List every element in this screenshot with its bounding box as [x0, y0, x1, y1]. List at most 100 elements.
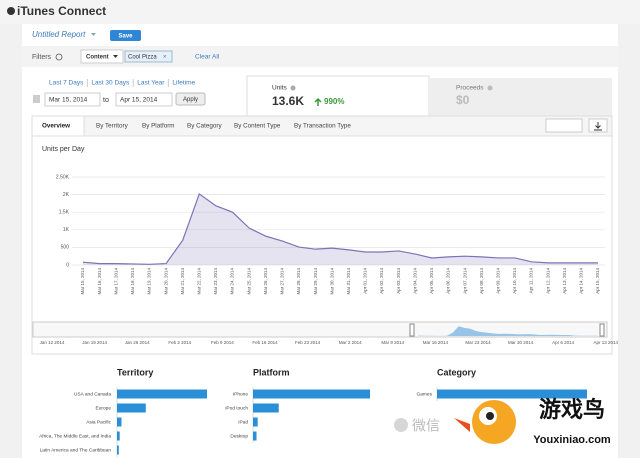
brand-beak [454, 418, 470, 432]
units-area [83, 193, 598, 265]
clear-all[interactable]: Clear All [195, 54, 220, 61]
breakdown-bar [117, 431, 120, 441]
info-icon [487, 85, 493, 91]
preset-link[interactable]: Lifetime [172, 80, 195, 87]
breakdown-label: Asia Pacific [86, 419, 111, 425]
x-tick-label: Mar 31, 2014 [346, 268, 351, 295]
breakdown-label: Games [417, 391, 433, 397]
units-change: 990% [324, 97, 344, 106]
apple-logo [7, 7, 15, 15]
x-tick-label: Apr 12, 2014 [545, 268, 550, 294]
x-tick-label: Mar 17, 2014 [113, 268, 118, 295]
breakdown-label: iPod touch [225, 405, 248, 411]
breakdown-title: Category [437, 367, 476, 377]
timeline-label: Jan 12 2014 [40, 340, 65, 345]
brand-pupil [486, 412, 494, 420]
breakdown-label: USA and Canada [74, 391, 111, 397]
apply-button[interactable] [175, 92, 206, 106]
x-tick-label: Mar 25, 2014 [246, 268, 251, 295]
download-icon [594, 122, 602, 131]
breakdown-label: iPad [238, 419, 248, 425]
timeline-handle[interactable] [599, 323, 605, 337]
breakdown-title: Platform [253, 367, 290, 377]
top-bar [0, 0, 640, 24]
timeline-label: Mar 30 2014 [508, 340, 534, 345]
units-value: 13.6K [272, 94, 304, 108]
x-tick-label: Mar 28, 2014 [296, 268, 301, 295]
start-date[interactable] [44, 92, 101, 107]
x-tick-label: Mar 18, 2014 [130, 268, 135, 295]
start-date-text: Mar 15, 2014 [49, 97, 88, 104]
timeline-label: Mar 23 2014 [465, 340, 491, 345]
preset-link[interactable]: Last Year [137, 80, 165, 87]
x-tick-label: Mar 23, 2014 [213, 268, 218, 295]
field-caret [113, 55, 118, 58]
y-tick-label: 1K [63, 227, 70, 233]
chart-type-toggle[interactable] [545, 118, 583, 133]
breakdown-bar [253, 431, 257, 441]
x-tick-label: Apr 02, 2014 [379, 268, 384, 294]
tab[interactable]: By Territory [96, 123, 129, 130]
calendar-icon[interactable] [33, 95, 40, 103]
timeline-label: Apr 13 2014 [594, 340, 619, 345]
tab[interactable]: By Category [187, 123, 222, 130]
tab[interactable]: By Content Type [234, 123, 281, 130]
x-tick-label: Mar 30, 2014 [329, 268, 334, 295]
breakdown-label: Desktop [230, 433, 248, 439]
preset-link[interactable]: Last 30 Days [91, 80, 130, 87]
x-tick-label: Mar 24, 2014 [230, 268, 235, 295]
timeline-label: Jan 26 2014 [125, 340, 150, 345]
breakdown-bar [253, 403, 279, 413]
y-tick-label: 2.50K [56, 174, 70, 180]
timeline-label: Jan 19 2014 [82, 340, 107, 345]
proceeds-value: $0 [456, 93, 470, 107]
timeline-label: Apr 6 2014 [552, 340, 575, 345]
x-tick-label: Apr 04, 2014 [412, 268, 417, 294]
proceeds-card[interactable] [430, 78, 612, 116]
apply-label: Apply [183, 97, 198, 103]
x-tick-label: Apr 11, 2014 [529, 268, 534, 294]
breakdown-bar [253, 417, 258, 427]
report-name[interactable]: Untitled Report [32, 30, 86, 39]
chart-panel [31, 135, 613, 355]
x-tick-label: Apr 13, 2014 [562, 268, 567, 294]
breakdown-label: Latin America and The Caribbean [40, 447, 112, 453]
breakdown-bar [117, 417, 122, 427]
breakdown-bar [117, 389, 207, 399]
filters-label: Filters [32, 54, 52, 61]
breakdown-label: Europe [96, 405, 112, 411]
breakdown-label: Africa, The Middle East, and India [39, 433, 111, 439]
tab[interactable]: By Transaction Type [294, 123, 351, 130]
x-tick-label: Apr 10, 2014 [512, 268, 517, 294]
x-tick-label: Apr 15, 2014 [595, 268, 600, 294]
x-tick-label: Apr 06, 2014 [446, 268, 451, 294]
proceeds-label: Proceeds [456, 85, 484, 92]
timeline-label: Feb 23 2014 [295, 340, 321, 345]
breakdown-title: Territory [117, 367, 153, 377]
breakdown-label: iPhone [233, 391, 248, 397]
filter-tag[interactable] [124, 50, 173, 63]
x-tick-label: Mar 15, 2014 [80, 268, 85, 295]
units-label: Units [272, 85, 288, 92]
x-tick-label: Apr 14, 2014 [579, 268, 584, 294]
add-filter[interactable] [55, 53, 63, 61]
save-button[interactable] [110, 30, 141, 41]
tab[interactable]: Overview [42, 123, 70, 130]
y-tick-label: 1.5K [59, 210, 70, 216]
y-tick-label: 500 [61, 245, 70, 251]
preset-link[interactable]: Last 7 Days [49, 80, 84, 87]
x-tick-label: Apr 03, 2014 [396, 268, 401, 294]
timeline-handle[interactable] [409, 323, 415, 337]
timeline-label: Feb 16 2014 [252, 340, 278, 345]
save-label: Save [118, 34, 133, 40]
timeline-label: Feb 9 2014 [211, 340, 234, 345]
end-date[interactable] [115, 92, 173, 107]
wechat-icon [394, 418, 408, 432]
x-tick-label: Apr 01, 2014 [363, 268, 368, 294]
x-tick-label: Apr 05, 2014 [429, 268, 434, 294]
field-dropdown[interactable] [80, 49, 124, 64]
tag-remove[interactable]: × [163, 55, 167, 61]
tab[interactable]: By Platform [142, 123, 175, 130]
